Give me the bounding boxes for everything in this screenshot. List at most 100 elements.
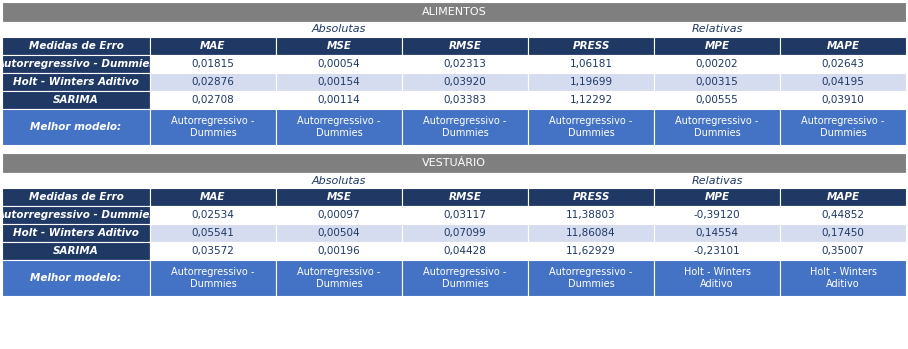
Bar	[402, 224, 528, 242]
Text: 0,04428: 0,04428	[444, 246, 487, 256]
Bar	[150, 173, 528, 188]
Bar	[780, 73, 906, 91]
Bar	[528, 206, 654, 224]
Bar	[780, 242, 906, 260]
Bar	[276, 91, 402, 109]
Bar	[402, 109, 528, 145]
Bar	[402, 242, 528, 260]
Bar	[528, 224, 654, 242]
Bar	[780, 260, 906, 296]
Bar	[2, 91, 150, 109]
Bar	[2, 22, 150, 37]
Text: 11,62929: 11,62929	[566, 246, 616, 256]
Text: -0,23101: -0,23101	[694, 246, 740, 256]
Text: 0,00504: 0,00504	[318, 228, 360, 238]
Text: 0,02708: 0,02708	[192, 95, 234, 105]
Text: 0,00202: 0,00202	[696, 59, 738, 69]
Text: 0,05541: 0,05541	[192, 228, 234, 238]
Text: 0,04195: 0,04195	[822, 77, 864, 87]
Text: 0,03920: 0,03920	[444, 77, 487, 87]
Text: Relativas: Relativas	[691, 176, 743, 186]
Text: Holt - Winters
Aditivo: Holt - Winters Aditivo	[684, 267, 751, 289]
Bar	[150, 37, 276, 55]
Text: MAPE: MAPE	[826, 192, 860, 202]
Text: Medidas de Erro: Medidas de Erro	[28, 192, 123, 202]
Text: 0,07099: 0,07099	[444, 228, 487, 238]
Bar	[402, 188, 528, 206]
Text: Relativas: Relativas	[691, 24, 743, 35]
Bar	[654, 91, 780, 109]
Text: 0,03572: 0,03572	[192, 246, 234, 256]
Text: 0,44852: 0,44852	[822, 210, 864, 220]
Bar	[150, 91, 276, 109]
Text: Autorregressivo -
Dummies: Autorregressivo - Dummies	[297, 116, 380, 138]
Text: MAE: MAE	[201, 41, 226, 51]
Text: 0,00555: 0,00555	[696, 95, 738, 105]
Text: 0,00154: 0,00154	[318, 77, 360, 87]
Text: MPE: MPE	[705, 41, 729, 51]
Text: 0,17450: 0,17450	[822, 228, 864, 238]
Bar	[276, 109, 402, 145]
Bar	[780, 37, 906, 55]
Bar	[654, 260, 780, 296]
Bar	[402, 91, 528, 109]
Text: 0,02534: 0,02534	[192, 210, 234, 220]
Bar	[654, 109, 780, 145]
Bar	[780, 109, 906, 145]
Bar	[2, 224, 150, 242]
Bar	[150, 224, 276, 242]
Bar	[654, 73, 780, 91]
Text: Autorregressivo -
Dummies: Autorregressivo - Dummies	[549, 116, 633, 138]
Bar	[150, 55, 276, 73]
Text: SARIMA: SARIMA	[54, 95, 99, 105]
Text: Holt - Winters Aditivo: Holt - Winters Aditivo	[13, 228, 139, 238]
Text: 0,01815: 0,01815	[192, 59, 234, 69]
Bar	[402, 55, 528, 73]
Bar	[150, 22, 528, 37]
Bar	[276, 206, 402, 224]
Bar	[2, 153, 906, 173]
Text: Autorregressivo -
Dummies: Autorregressivo - Dummies	[172, 116, 254, 138]
Text: Autorregressivo - Dummies: Autorregressivo - Dummies	[0, 210, 156, 220]
Bar	[528, 55, 654, 73]
Text: PRESS: PRESS	[572, 41, 609, 51]
Text: VESTUÁRIO: VESTUÁRIO	[422, 158, 486, 168]
Bar	[2, 55, 150, 73]
Text: Absolutas: Absolutas	[311, 24, 366, 35]
Text: 1,12292: 1,12292	[569, 95, 613, 105]
Bar	[528, 91, 654, 109]
Bar	[654, 224, 780, 242]
Text: RMSE: RMSE	[449, 41, 481, 51]
Bar	[780, 188, 906, 206]
Text: 0,03383: 0,03383	[444, 95, 487, 105]
Text: 0,00196: 0,00196	[318, 246, 360, 256]
Bar	[276, 73, 402, 91]
Text: 0,00114: 0,00114	[318, 95, 360, 105]
Bar	[2, 260, 150, 296]
Text: 0,02876: 0,02876	[192, 77, 234, 87]
Text: 0,14554: 0,14554	[696, 228, 738, 238]
Bar	[150, 242, 276, 260]
Text: Melhor modelo:: Melhor modelo:	[31, 273, 122, 283]
Text: 0,00315: 0,00315	[696, 77, 738, 87]
Text: Autorregressivo -
Dummies: Autorregressivo - Dummies	[802, 116, 884, 138]
Text: 0,35007: 0,35007	[822, 246, 864, 256]
Bar	[276, 242, 402, 260]
Bar	[2, 206, 150, 224]
Bar	[2, 73, 150, 91]
Text: Autorregressivo - Dummies: Autorregressivo - Dummies	[0, 59, 156, 69]
Text: 0,00054: 0,00054	[318, 59, 360, 69]
Text: 11,38803: 11,38803	[567, 210, 616, 220]
Bar	[528, 260, 654, 296]
Bar	[2, 242, 150, 260]
Bar	[528, 22, 906, 37]
Text: Autorregressivo -
Dummies: Autorregressivo - Dummies	[423, 116, 507, 138]
Text: 0,03910: 0,03910	[822, 95, 864, 105]
Bar	[528, 109, 654, 145]
Bar	[402, 37, 528, 55]
Text: Autorregressivo -
Dummies: Autorregressivo - Dummies	[423, 267, 507, 289]
Text: MSE: MSE	[327, 192, 351, 202]
Text: Absolutas: Absolutas	[311, 176, 366, 186]
Bar	[528, 188, 654, 206]
Bar	[654, 188, 780, 206]
